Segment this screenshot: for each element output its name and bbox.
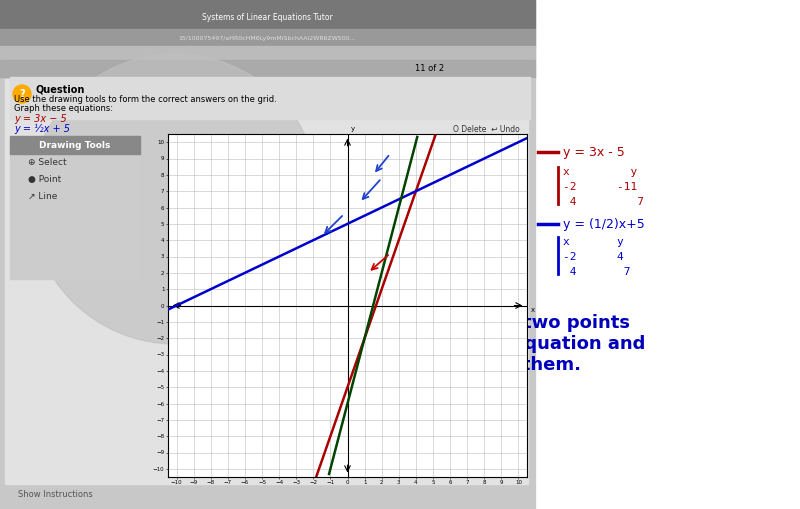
Text: ↗ Line: ↗ Line	[28, 192, 58, 201]
Text: Drawing Tools: Drawing Tools	[39, 140, 110, 150]
Circle shape	[13, 85, 31, 103]
Text: y: y	[351, 126, 355, 132]
Bar	[0, 0, 535, 509]
Text: Question: Question	[35, 84, 84, 94]
Text: y = (1/2)x+5: y = (1/2)x+5	[563, 217, 645, 231]
Text: x         y: x y	[563, 167, 638, 177]
Text: ● Point: ● Point	[28, 175, 62, 184]
Text: (-2,11): (-2,11)	[195, 400, 251, 418]
Text: Show Instructions: Show Instructions	[18, 490, 93, 499]
Text: Systems of Linear Equations Tutor: Systems of Linear Equations Tutor	[202, 13, 332, 21]
Text: ⊕ Select: ⊕ Select	[28, 158, 66, 167]
Text: Use the drawing tools to form the correct answers on the grid.: Use the drawing tools to form the correc…	[14, 95, 277, 104]
Bar	[0, 0, 535, 29]
Text: y = 3x - 5: y = 3x - 5	[563, 146, 625, 158]
Bar	[0, 29, 535, 46]
Text: x       y: x y	[563, 237, 624, 247]
Text: y = ½x + 5: y = ½x + 5	[14, 124, 70, 134]
Text: Calculate two points
for each equation and
then plot them.: Calculate two points for each equation a…	[423, 314, 646, 374]
Bar	[10, 139, 140, 279]
Text: 15/100075497/aHR0cHM6Ly9mMiSbchAAi2WR6ZW500...: 15/100075497/aHR0cHM6Ly9mMiSbchAAi2WR6ZW…	[178, 36, 356, 41]
Bar	[10, 77, 530, 119]
Bar	[5, 79, 528, 484]
Bar	[10, 136, 140, 154]
Text: x: x	[530, 307, 534, 313]
Bar	[0, 46, 535, 60]
Text: ?: ?	[19, 89, 25, 99]
Circle shape	[30, 54, 320, 344]
Text: 4         7: 4 7	[563, 197, 644, 207]
Text: -2      4: -2 4	[563, 252, 624, 262]
Text: Graph these equations:: Graph these equations:	[14, 104, 113, 113]
Text: 4       7: 4 7	[563, 267, 630, 277]
Text: y = 3x − 5: y = 3x − 5	[14, 114, 66, 124]
Text: O Delete  ↩ Undo: O Delete ↩ Undo	[453, 125, 520, 134]
Text: 11 of 2: 11 of 2	[415, 64, 445, 72]
Text: -2      -11: -2 -11	[563, 182, 638, 192]
Bar	[0, 60, 535, 77]
